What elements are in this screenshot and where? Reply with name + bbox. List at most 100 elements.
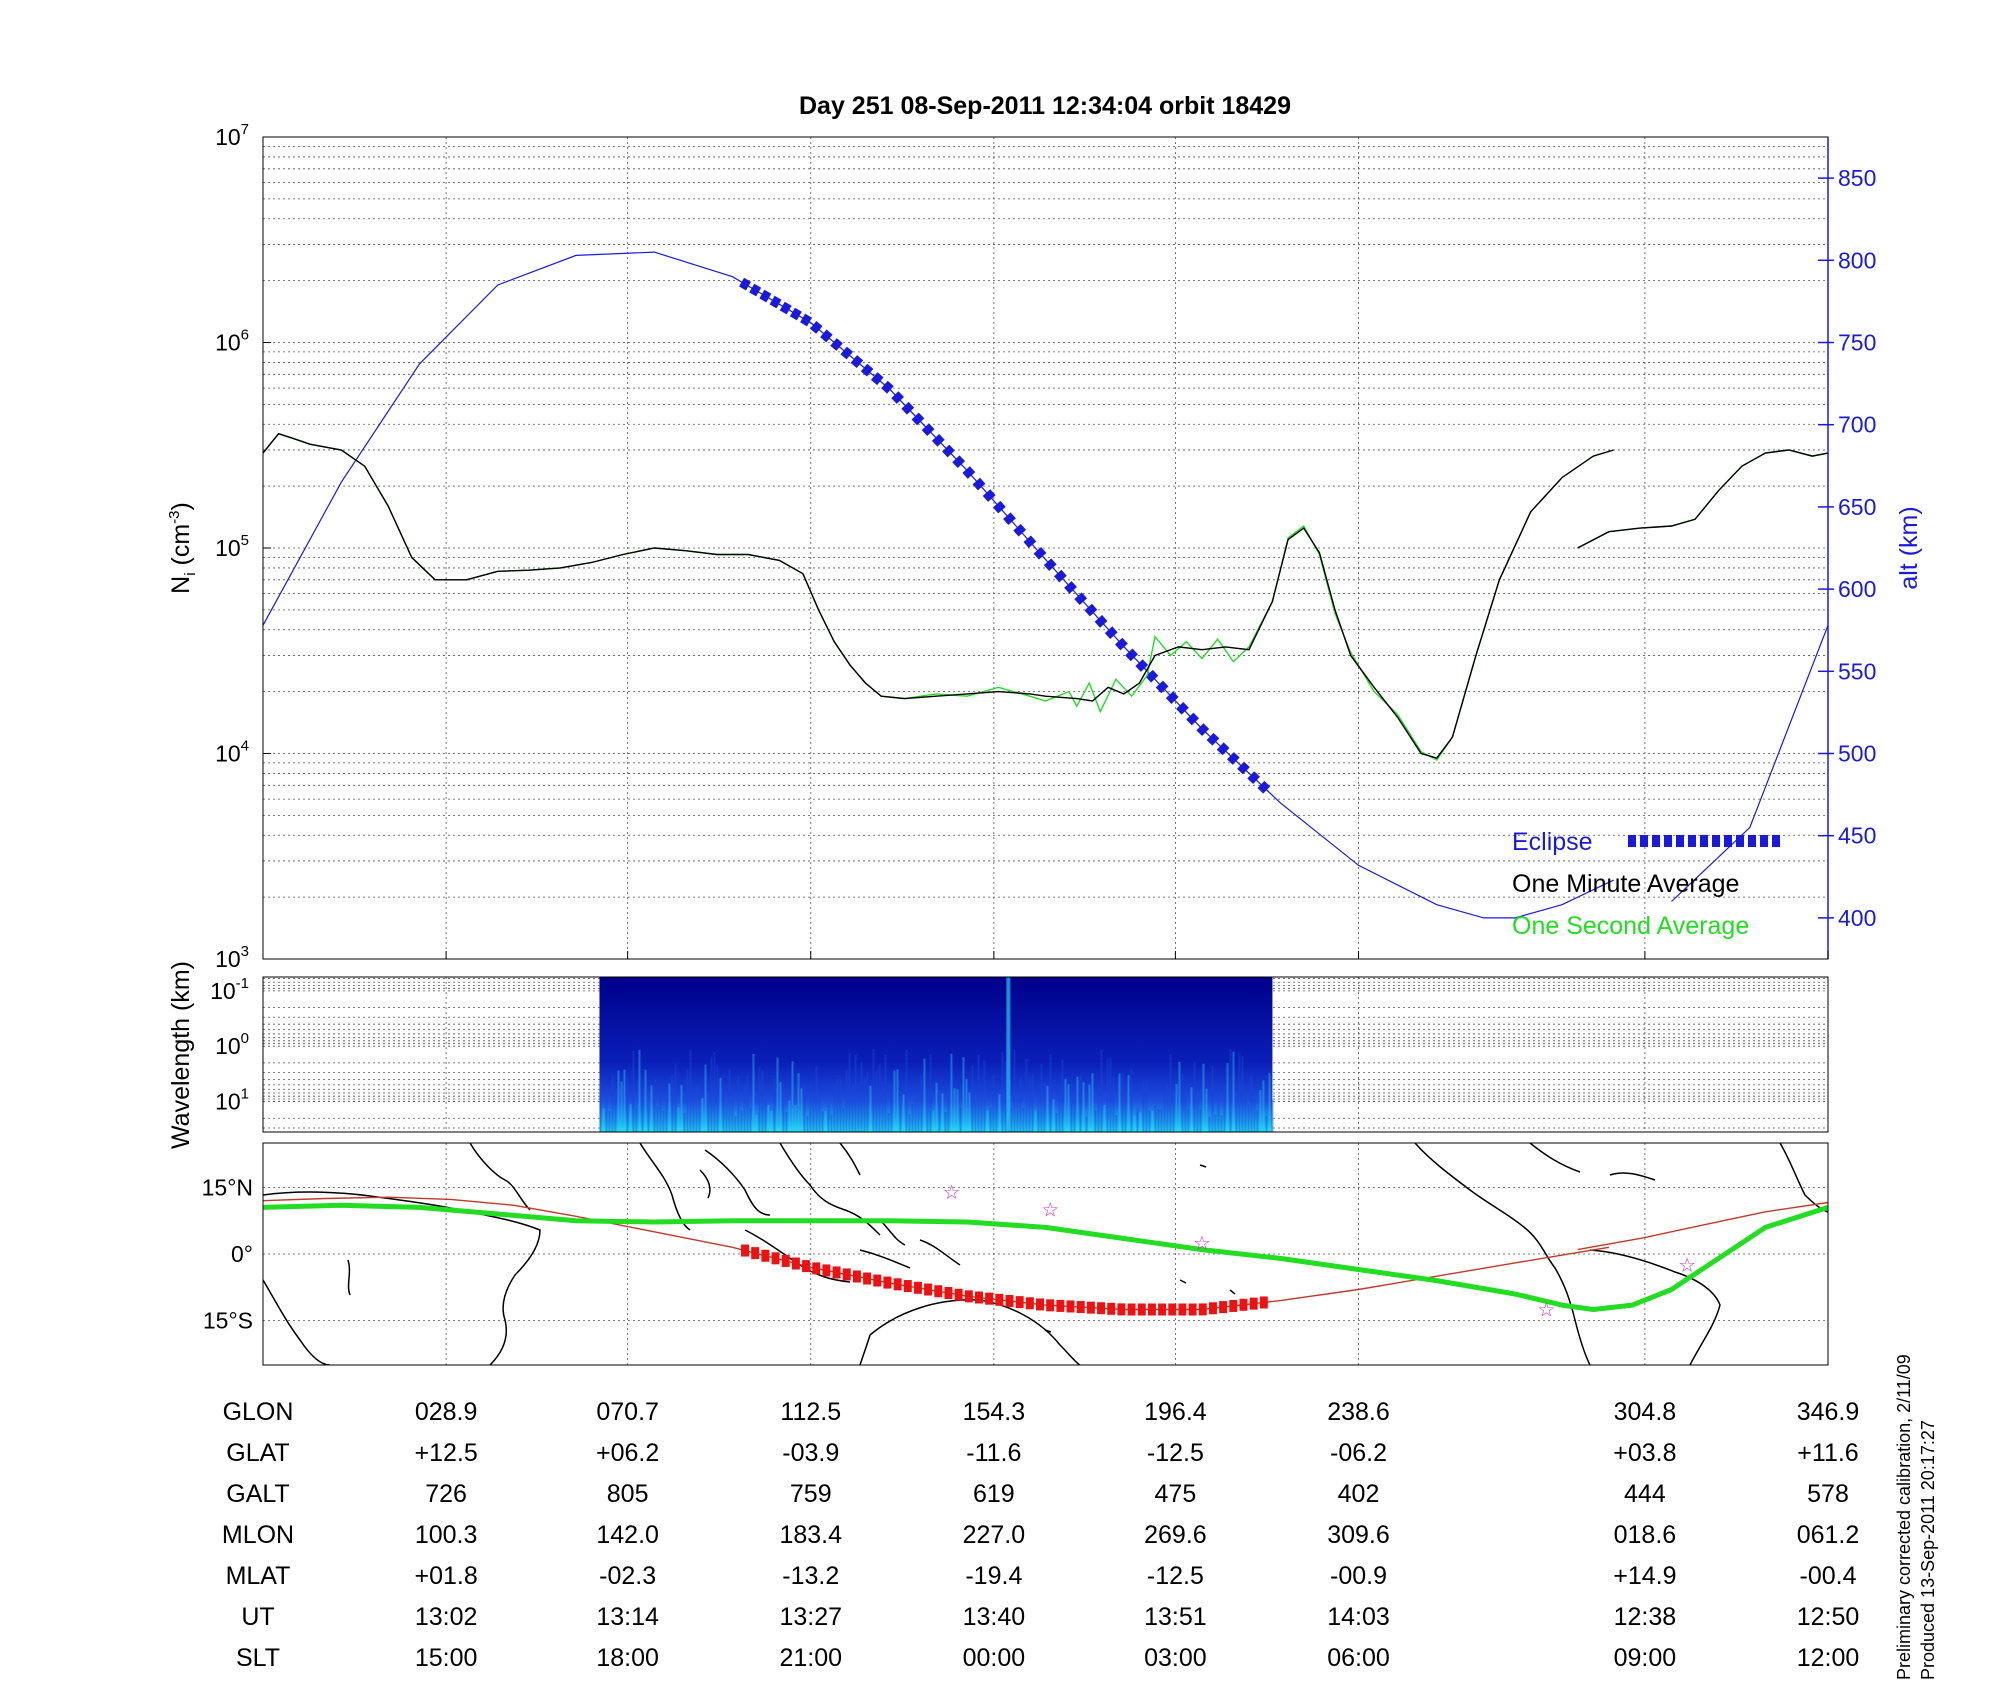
spectrogram-streak: [1235, 1095, 1238, 1132]
spectrogram-streak: [641, 1087, 644, 1132]
altitude-tick-label: 750: [1838, 330, 1876, 356]
spectrogram-streak: [1256, 1110, 1259, 1132]
station-markers: ☆ ☆ ☆ ☆ ☆: [943, 1180, 1696, 1322]
ground-track-eclipse-marker: [1015, 1296, 1024, 1309]
latitude-tick-label: 0°: [231, 1241, 253, 1267]
calibration-note: Preliminary corrected calibration, 2/11/…: [1894, 1354, 1914, 1680]
table-cell: 070.7: [596, 1398, 659, 1426]
table-cell: +12.5: [414, 1439, 477, 1467]
series-line-one-second-average: [1577, 449, 1828, 549]
table-cell: -02.3: [599, 1562, 656, 1590]
ground-track-eclipse-marker: [1086, 1301, 1095, 1314]
spectrogram-streak: [1091, 1073, 1094, 1132]
spectrogram-streak: [1082, 1082, 1085, 1132]
spectrogram-streak: [1214, 1114, 1217, 1132]
table-cell: 726: [425, 1480, 467, 1508]
map-grid: [263, 1143, 1829, 1365]
table-cell: 304.8: [1614, 1398, 1677, 1426]
ground-track-eclipse-marker: [1036, 1298, 1045, 1311]
spectrogram-streak: [623, 1069, 626, 1132]
orbit-info-table: GLON 028.9 070.7 112.5 154.3 196.4 238.6 304.8 3…: [222, 1398, 1859, 1672]
eclipse-marker: [1094, 615, 1108, 628]
spectrogram-streak: [1271, 1099, 1274, 1132]
spectrogram-streak: [608, 1111, 611, 1132]
spectrogram-streak: [902, 1094, 905, 1132]
ground-track-eclipse-marker: [1117, 1303, 1126, 1316]
spectrogram-streak: [620, 1081, 623, 1132]
spectrogram-streak: [926, 1092, 929, 1132]
latitude-tick-label: 15°N: [202, 1174, 253, 1200]
eclipse-marker: [820, 329, 833, 343]
spectrogram-streak: [971, 1065, 974, 1132]
spectrogram-streak: [749, 1107, 752, 1132]
ground-track-eclipse-marker: [903, 1280, 912, 1293]
spectrogram-streak: [863, 1078, 866, 1132]
eclipse-marker: [1013, 523, 1027, 537]
spectrogram-streak: [1121, 1072, 1124, 1132]
legend-eclipse-mark: [1724, 835, 1732, 847]
ground-track-eclipse-marker: [1025, 1297, 1034, 1310]
ground-track-eclipse-marker: [1005, 1294, 1014, 1307]
spectrogram-streak: [1241, 1055, 1244, 1132]
ground-track-eclipse-marker: [751, 1247, 760, 1260]
spectrogram-streak: [980, 1089, 983, 1132]
ground-track-eclipse-marker: [812, 1262, 821, 1275]
spectrogram-streak: [662, 1110, 665, 1132]
eclipse-marker: [1115, 637, 1128, 651]
spectrogram-bright-line: [1006, 977, 1011, 1132]
table-cell: -19.4: [965, 1562, 1022, 1590]
spectrogram-streak: [626, 1077, 629, 1132]
eclipse-marker: [952, 455, 966, 469]
table-cell: 13:02: [415, 1603, 478, 1631]
table-cell: 475: [1155, 1480, 1197, 1508]
spectrogram-streak: [650, 1085, 653, 1132]
spectrogram-streak: [1046, 1085, 1049, 1132]
altitude-axis-label: alt (km): [1895, 506, 1923, 589]
spectrogram-streak: [704, 1064, 707, 1132]
eclipse-marker: [1165, 691, 1179, 704]
ground-track-eclipse-marker: [1239, 1298, 1248, 1311]
spectrogram-streak: [1103, 1104, 1106, 1132]
spectrogram-streak: [1100, 1049, 1103, 1132]
spectrogram-streak: [1199, 1109, 1202, 1132]
spectrogram-streak: [959, 1107, 962, 1132]
ground-track-eclipse-marker: [1198, 1303, 1207, 1316]
spectrogram-streak: [884, 1054, 887, 1132]
spectrogram-streak: [1133, 1115, 1136, 1132]
legend-one-second-label: One Second Average: [1512, 912, 1749, 940]
spectrogram-streak: [878, 1064, 881, 1132]
wavelength-tick-label: 10-1: [210, 975, 249, 1004]
table-row-label: MLAT: [226, 1562, 291, 1590]
spectrogram-streak: [1208, 1116, 1211, 1132]
spectrogram-streak: [635, 1108, 638, 1132]
spectrogram-streak: [1013, 1049, 1016, 1132]
spectrogram-streak: [1079, 1075, 1082, 1132]
spectrogram-streak: [1037, 1090, 1040, 1132]
spectrogram-streak: [857, 1081, 860, 1132]
spectrogram-streak: [1040, 1063, 1043, 1132]
top-panel-x-ticks: [445, 951, 1829, 959]
table-cell: 03:00: [1144, 1644, 1207, 1672]
spectrogram-streak: [728, 1068, 731, 1132]
magnetic-equator-line: [263, 1202, 1828, 1312]
spectrogram-streak: [839, 1079, 842, 1132]
altitude-tick-label: 550: [1838, 658, 1876, 684]
spectrogram-streak: [1193, 1062, 1196, 1132]
spectrogram-streak: [797, 1072, 800, 1132]
legend-eclipse-mark: [1748, 835, 1756, 847]
eclipse-marker: [901, 401, 915, 415]
table-cell: -11.6: [966, 1439, 1021, 1467]
spectrogram-streak: [1178, 1062, 1181, 1132]
spectrogram-streak: [1112, 1076, 1115, 1132]
table-cell: +11.6: [1797, 1439, 1858, 1467]
spectrogram-streak: [920, 1074, 923, 1132]
eclipse-markers: [739, 277, 1271, 794]
eclipse-marker: [911, 412, 925, 426]
spectrogram-streak: [899, 1102, 902, 1132]
eclipse-marker: [830, 338, 843, 351]
density-tick-label: 107: [215, 121, 249, 150]
spectrogram-streak: [1169, 1054, 1172, 1132]
spectrogram-streak: [917, 1095, 920, 1132]
eclipse-marker: [962, 466, 976, 479]
spectrogram-streak: [746, 1075, 749, 1132]
